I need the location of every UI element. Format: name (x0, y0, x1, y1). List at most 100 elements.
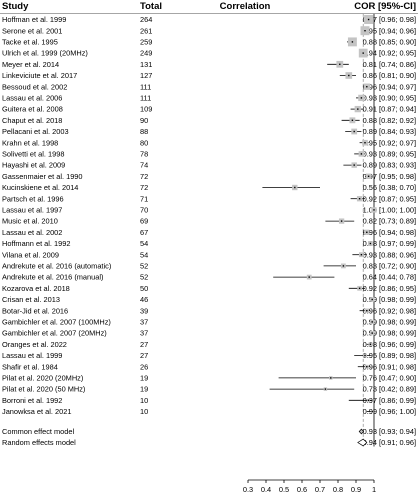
table-row: Bessoud et al. 2002 111 0.96 [0.94; 0.97] (2, 82, 416, 91)
study-ci-text: 0.88 [0.85; 0.90] (363, 38, 416, 47)
table-row: Lassau et al. 1999 27 0.95 [0.89; 0.98] (2, 351, 416, 360)
table-row: Meyer et al. 2014 131 0.81 [0.74; 0.86] (2, 60, 416, 69)
point-estimate-dot (351, 119, 354, 121)
point-estimate-dot (369, 242, 372, 245)
study-ci-text: 0.76 [0.47; 0.90] (363, 374, 416, 383)
study-ci-text: 0.82 [0.73; 0.89] (363, 217, 416, 226)
table-row: Lassau et al. 1997 70 1.00 [1.00; 1.00] (2, 206, 416, 215)
study-label: Hayashi et al. 2009 (2, 161, 65, 170)
study-ci-text: 0.95 [0.94; 0.96] (363, 26, 416, 35)
x-tick-label: 1 (372, 485, 376, 494)
study-ci-text: 0.96 [0.94; 0.98] (363, 228, 416, 237)
point-estimate-dot (330, 377, 332, 379)
study-total: 127 (140, 71, 152, 80)
study-ci-text: 0.88 [0.82; 0.92] (363, 116, 416, 125)
x-tick-label: 0.6 (297, 485, 307, 494)
study-ci-text: 0.56 [0.38; 0.70] (363, 183, 416, 192)
study-total: 10 (140, 396, 148, 405)
study-ci-text: 0.96 [0.91; 0.98] (363, 362, 416, 371)
study-ci-text: 0.96 [0.92; 0.98] (363, 306, 416, 315)
table-row: Lassau et al. 2006 111 0.93 [0.90; 0.95] (2, 94, 416, 103)
study-ci-text: 0.97 [0.96; 0.98] (363, 15, 416, 24)
table-row: Pilat et al. 2020 (50 MHz) 19 0.73 [0.42; … (2, 385, 416, 394)
study-total: 50 (140, 284, 148, 293)
study-label: Lassau et al. 2002 (2, 228, 62, 237)
x-tick-label: 0.9 (351, 485, 361, 494)
study-total: 80 (140, 138, 148, 147)
table-row: Crisan et al. 2013 46 0.99 [0.98; 0.99] (2, 295, 416, 304)
study-label: Pellacani et al. 2003 (2, 127, 69, 136)
point-estimate-dot (371, 410, 373, 413)
point-estimate-dot (360, 254, 363, 256)
study-label: Hoffman et al. 1999 (2, 15, 66, 24)
study-total: 71 (140, 194, 148, 203)
pooled-ci-text: 0.94 [0.91; 0.96] (363, 438, 416, 447)
study-label: Pilat et al. 2020 (20MHz) (2, 374, 83, 383)
study-label: Crisan et al. 2013 (2, 295, 60, 304)
point-estimate-dot (366, 86, 368, 88)
table-row: Gassenmaier et al. 1990 72 0.97 [0.95; 0.9… (2, 172, 416, 181)
table-row: Hayashi et al. 2009 74 0.89 [0.83; 0.93] (2, 161, 416, 170)
study-ci-text: 0.98 [0.97; 0.99] (363, 239, 416, 248)
table-row: Borroni et al. 1992 10 0.97 [0.86; 0.99] (2, 396, 416, 405)
study-total: 67 (140, 228, 148, 237)
study-label: Tacke et al. 1995 (2, 38, 58, 47)
study-total: 259 (140, 38, 152, 47)
table-row: Krahn et al. 1998 80 0.95 [0.92; 0.97] (2, 138, 416, 147)
table-row: Tacke et al. 1995 259 0.88 [0.85; 0.90] (2, 37, 416, 47)
study-label: Serone et al. 2001 (2, 26, 62, 35)
study-ci-text: 0.99 [0.96; 1.00] (363, 407, 416, 416)
header-cor-ci: COR [95%-CI] (354, 1, 416, 12)
study-ci-text: 0.99 [0.98; 0.99] (363, 318, 416, 327)
study-label: Borroni et al. 1992 (2, 396, 62, 405)
study-label: Vilana et al. 2009 (2, 250, 59, 259)
header-row: Study Total Correlation COR [95%-CI] (2, 1, 416, 12)
point-estimate-dot (364, 142, 366, 144)
study-total: 72 (140, 172, 148, 181)
pooled-model-label: Random effects model (2, 438, 76, 447)
study-label: Gambichler et al. 2007 (20MHz) (2, 329, 107, 338)
study-label: Shafir et al. 1984 (2, 362, 58, 371)
study-ci-text: 0.99 [0.98; 0.99] (363, 295, 416, 304)
table-row: Hoffman et al. 1999 264 0.97 [0.96; 0.98] (2, 15, 416, 24)
pooled-model-label: Common effect model (2, 427, 75, 436)
study-rows: Hoffman et al. 1999 264 0.97 [0.96; 0.98] S… (2, 15, 416, 416)
study-ci-text: 0.97 [0.86; 0.99] (363, 396, 416, 405)
study-total: 74 (140, 161, 148, 170)
x-tick-label: 0.4 (261, 485, 271, 494)
point-estimate-dot (371, 332, 373, 334)
point-estimate-dot (342, 265, 345, 267)
table-row: Janowksa et al. 2021 10 0.99 [0.96; 1.00] (2, 407, 416, 416)
header-study: Study (2, 1, 29, 12)
study-total: 249 (140, 49, 152, 58)
table-row: Gambichler et al. 2007 (100MHz) 37 0.99 [0… (2, 318, 416, 327)
study-total: 72 (140, 183, 148, 192)
x-tick-label: 0.5 (279, 485, 289, 494)
study-label: Andrekute et al. 2016 (automatic) (2, 262, 111, 271)
table-row: Pellacani et al. 2003 88 0.89 [0.84; 0.93] (2, 127, 416, 136)
point-estimate-dot (367, 399, 370, 401)
study-total: 52 (140, 262, 148, 271)
study-ci-text: 0.97 [0.95; 0.98] (363, 172, 416, 181)
study-label: Pilat et al. 2020 (50 MHz) (2, 385, 85, 394)
x-tick-label: 0.7 (315, 485, 325, 494)
study-label: Lassau et al. 1997 (2, 206, 62, 215)
point-estimate-dot (294, 186, 296, 189)
pooled-row: Common effect model 0.93 [0.93; 0.94] (2, 427, 416, 436)
study-label: Linkeviciute et al. 2017 (2, 71, 77, 80)
point-estimate-dot (339, 63, 341, 65)
point-estimate-dot (366, 310, 368, 312)
table-row: Oranges et al. 2022 27 0.98 [0.96; 0.99] (2, 340, 416, 349)
table-row: Kozarova et al. 2018 50 0.92 [0.86; 0.95] (2, 284, 416, 293)
study-total: 264 (140, 15, 152, 24)
study-ci-text: 0.96 [0.94; 0.97] (363, 82, 416, 91)
study-label: Kozarova et al. 2018 (2, 284, 70, 293)
study-ci-text: 0.93 [0.90; 0.95] (363, 94, 416, 103)
study-ci-text: 0.86 [0.81; 0.90] (363, 71, 416, 80)
study-label: Andrekute et al. 2016 (manual) (2, 273, 103, 282)
table-row: Botar-Jid et al. 2016 39 0.96 [0.92; 0.98] (2, 306, 416, 315)
table-row: Hoffmann et al. 1992 54 0.98 [0.97; 0.99] (2, 239, 416, 248)
study-ci-text: 1.00 [1.00; 1.00] (363, 206, 416, 215)
study-total: 70 (140, 206, 148, 215)
point-estimate-dot (369, 343, 372, 345)
